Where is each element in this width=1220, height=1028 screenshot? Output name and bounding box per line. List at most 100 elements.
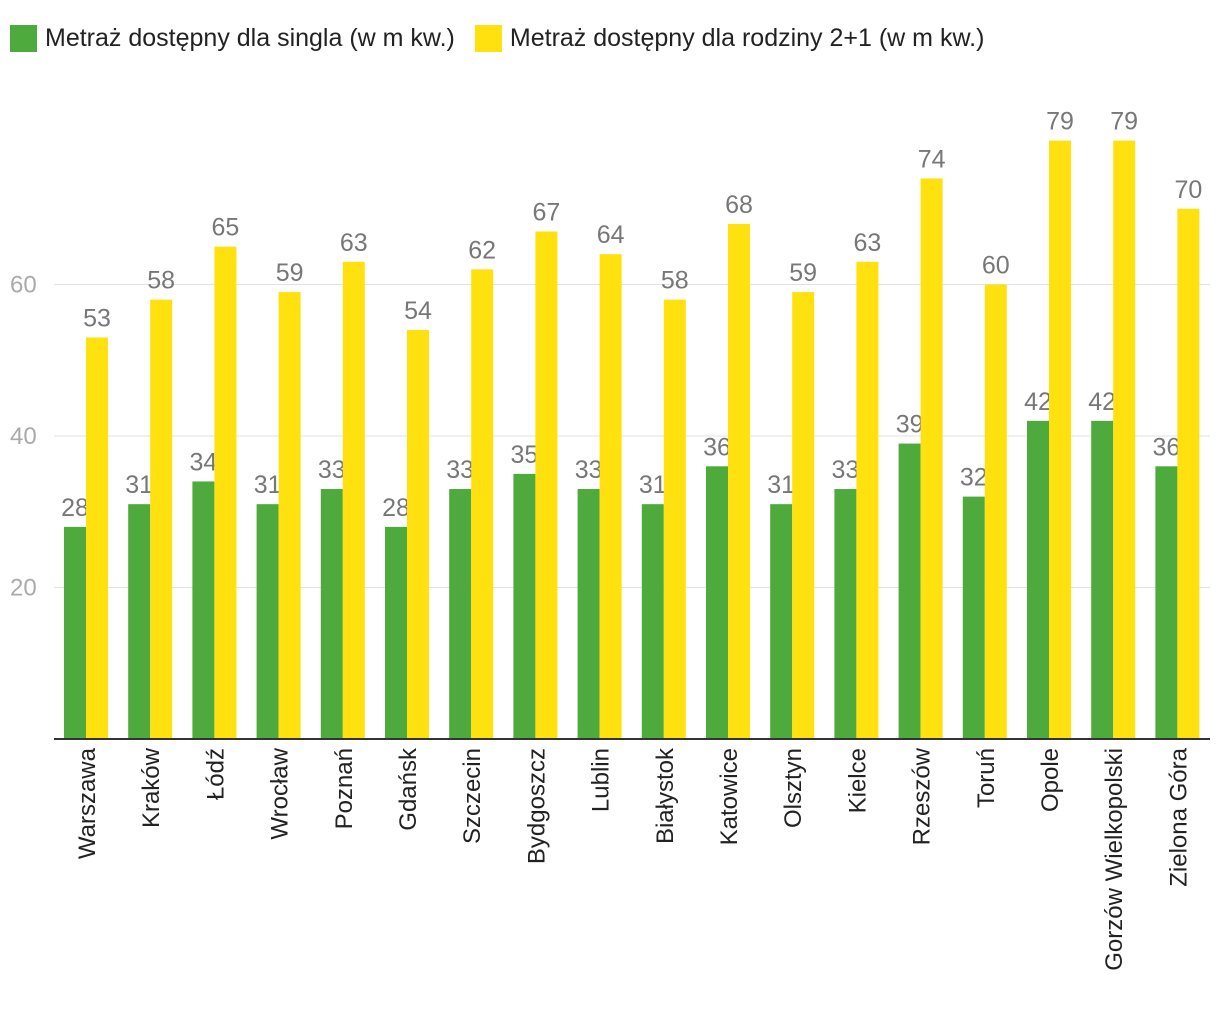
value-label-single: 31 bbox=[639, 471, 667, 499]
value-label-single: 39 bbox=[896, 411, 924, 439]
value-label-single: 33 bbox=[446, 456, 474, 484]
x-tick-label: Łódź bbox=[202, 748, 229, 800]
bar-family bbox=[1049, 140, 1071, 739]
value-label-family: 67 bbox=[532, 198, 560, 226]
bar-family bbox=[792, 292, 815, 739]
bar-single bbox=[962, 496, 985, 739]
x-tick-label: Poznań bbox=[331, 748, 358, 829]
x-tick-label: Białystok bbox=[652, 747, 679, 844]
value-label-single: 34 bbox=[189, 448, 217, 476]
legend-item-single: Metraż dostępny dla singla (w m kw.) bbox=[10, 24, 455, 53]
x-tick-label: Kraków bbox=[138, 747, 165, 828]
value-label-single: 33 bbox=[318, 456, 346, 484]
legend-item-family: Metraż dostępny dla rodziny 2+1 (w m kw.… bbox=[474, 23, 985, 53]
value-label-family: 64 bbox=[597, 221, 625, 249]
value-label-family: 60 bbox=[982, 252, 1010, 280]
bar-family bbox=[214, 246, 237, 739]
x-tick-label: Bydgoszcz bbox=[523, 748, 550, 864]
legend: Metraż dostępny dla singla (w m kw.) Met… bbox=[10, 20, 1004, 56]
bar-family bbox=[856, 261, 879, 739]
x-tick-label: Warszawa bbox=[74, 747, 101, 859]
value-label-family: 59 bbox=[276, 259, 304, 287]
legend-label-family: Metraż dostępny dla rodziny 2+1 (w m kw.… bbox=[509, 23, 985, 52]
value-label-single: 42 bbox=[1088, 388, 1116, 416]
value-label-family: 68 bbox=[725, 191, 753, 219]
value-label-family: 65 bbox=[211, 214, 239, 242]
value-label-single: 33 bbox=[831, 456, 859, 484]
value-label-single: 28 bbox=[61, 494, 89, 522]
bar-single bbox=[256, 504, 279, 739]
bar-family bbox=[728, 223, 750, 739]
value-label-single: 36 bbox=[703, 433, 731, 461]
bar-single bbox=[770, 504, 793, 739]
bar-family bbox=[984, 284, 1007, 739]
bar-single bbox=[641, 504, 664, 739]
value-label-family: 53 bbox=[83, 305, 111, 333]
bar-family bbox=[86, 337, 108, 739]
bar-single bbox=[577, 489, 600, 739]
value-label-family: 79 bbox=[1110, 108, 1138, 136]
x-tick-label: Szczecin bbox=[459, 748, 486, 844]
y-tick-label: 60 bbox=[10, 272, 37, 299]
bar-family bbox=[278, 292, 301, 739]
value-label-single: 36 bbox=[1152, 433, 1180, 461]
bar-family bbox=[920, 178, 943, 739]
value-label-family: 59 bbox=[789, 259, 817, 287]
x-tick-label: Gdańsk bbox=[395, 747, 422, 831]
value-label-family: 63 bbox=[853, 229, 881, 257]
legend-swatch-single bbox=[10, 24, 37, 52]
x-tick-label: Gorzów Wielkopolski bbox=[1101, 748, 1128, 971]
bar-single bbox=[1091, 420, 1114, 739]
value-label-single: 31 bbox=[767, 471, 795, 499]
bar-family bbox=[599, 254, 622, 739]
bar-family bbox=[407, 329, 429, 739]
value-label-family: 79 bbox=[1046, 108, 1074, 136]
x-tick-label: Wrocław bbox=[267, 747, 294, 839]
bar-family bbox=[663, 299, 686, 739]
bar-family bbox=[150, 299, 173, 739]
value-label-single: 32 bbox=[960, 464, 988, 492]
value-label-single: 42 bbox=[1024, 388, 1052, 416]
y-tick-label: 20 bbox=[10, 575, 37, 602]
x-tick-label: Toruń bbox=[973, 748, 1000, 808]
bar-single bbox=[449, 489, 472, 739]
x-tick-label: Zielona Góra bbox=[1165, 747, 1192, 886]
value-label-family: 62 bbox=[468, 236, 496, 264]
x-tick-label: Katowice bbox=[716, 748, 743, 845]
bar-single bbox=[834, 489, 857, 739]
bar-family bbox=[342, 261, 365, 739]
bar-family bbox=[1113, 140, 1136, 739]
value-label-single: 33 bbox=[575, 456, 603, 484]
bar-single bbox=[320, 489, 343, 739]
x-tick-label: Opole bbox=[1037, 748, 1064, 812]
bar-family bbox=[471, 269, 494, 739]
value-label-family: 58 bbox=[661, 267, 689, 295]
x-tick-label: Olsztyn bbox=[780, 748, 807, 828]
value-label-family: 58 bbox=[147, 267, 175, 295]
legend-swatch-family bbox=[474, 24, 502, 52]
legend-label-single: Metraż dostępny dla singla (w m kw.) bbox=[45, 23, 455, 52]
bar-single bbox=[385, 526, 407, 739]
value-label-single: 35 bbox=[510, 441, 538, 469]
value-label-family: 63 bbox=[340, 229, 368, 257]
bar-single bbox=[898, 443, 921, 739]
bar-single bbox=[192, 481, 215, 739]
value-label-single: 31 bbox=[254, 471, 282, 499]
bar-single bbox=[128, 504, 151, 739]
value-label-family: 70 bbox=[1174, 176, 1202, 204]
bar-single bbox=[513, 473, 536, 739]
bar-family bbox=[1177, 208, 1200, 739]
bar-single bbox=[1027, 420, 1049, 739]
value-label-single: 28 bbox=[382, 494, 410, 522]
bar-single bbox=[706, 466, 728, 739]
value-label-single: 31 bbox=[125, 471, 153, 499]
bar-single bbox=[1155, 466, 1178, 739]
y-tick-label: 40 bbox=[10, 423, 37, 450]
bar-family bbox=[535, 231, 558, 739]
bar-single bbox=[64, 526, 86, 739]
x-tick-label: Kielce bbox=[844, 748, 871, 813]
value-label-family: 74 bbox=[918, 145, 946, 173]
x-tick-label: Rzeszów bbox=[909, 747, 936, 845]
value-label-family: 54 bbox=[404, 297, 432, 325]
